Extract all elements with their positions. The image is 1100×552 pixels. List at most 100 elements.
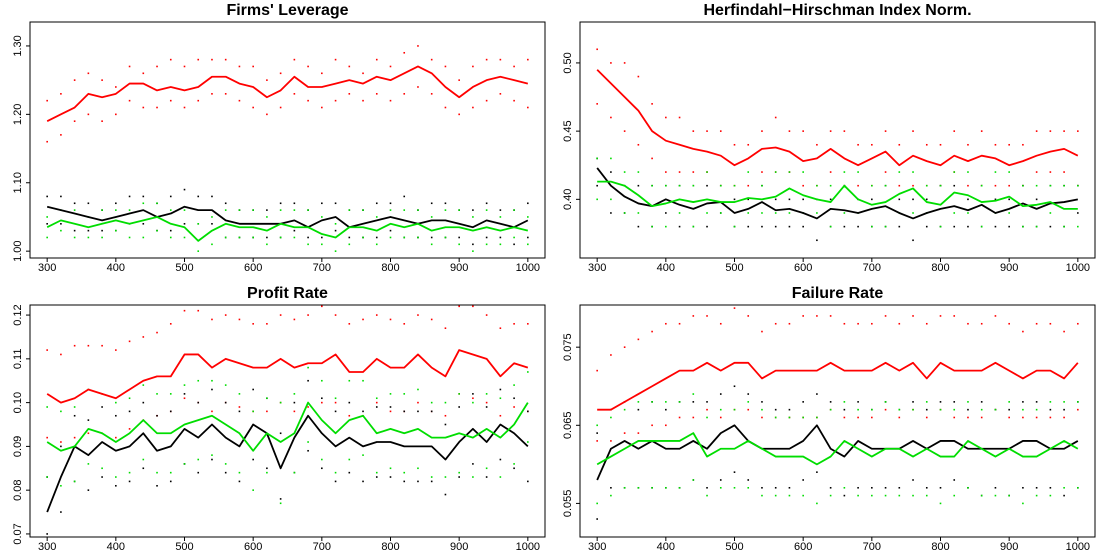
point bbox=[994, 315, 997, 317]
point bbox=[527, 216, 529, 218]
point bbox=[403, 323, 406, 325]
point bbox=[747, 315, 750, 317]
point bbox=[843, 416, 846, 419]
point bbox=[774, 494, 777, 497]
point bbox=[115, 484, 117, 487]
point bbox=[197, 195, 200, 198]
point bbox=[87, 432, 90, 435]
point bbox=[706, 315, 708, 317]
point bbox=[458, 471, 460, 474]
point bbox=[802, 130, 804, 132]
point bbox=[293, 236, 296, 239]
point bbox=[321, 379, 323, 382]
point bbox=[980, 401, 983, 403]
point bbox=[513, 243, 515, 246]
point bbox=[321, 236, 323, 239]
x-tick-label: 900 bbox=[1000, 262, 1018, 274]
point bbox=[747, 408, 750, 411]
point bbox=[665, 212, 667, 214]
point bbox=[238, 318, 241, 321]
point bbox=[293, 393, 296, 395]
x-tick-label: 600 bbox=[794, 541, 812, 552]
point bbox=[1035, 401, 1038, 403]
point bbox=[733, 486, 736, 489]
y-tick-label: 0.10 bbox=[12, 392, 24, 413]
point bbox=[46, 533, 48, 535]
point bbox=[637, 401, 640, 403]
point bbox=[898, 486, 901, 489]
y-tick-label: 0.075 bbox=[562, 333, 574, 361]
point bbox=[665, 322, 667, 325]
point bbox=[1035, 494, 1038, 497]
plot-frame bbox=[579, 304, 1096, 538]
point bbox=[499, 476, 502, 478]
point bbox=[788, 486, 791, 489]
x-tick-label: 800 bbox=[931, 541, 949, 552]
point bbox=[994, 184, 997, 187]
point bbox=[430, 410, 433, 413]
point bbox=[252, 410, 254, 413]
point bbox=[939, 502, 942, 505]
point bbox=[499, 458, 502, 461]
point bbox=[706, 130, 708, 132]
point bbox=[980, 408, 983, 411]
point bbox=[678, 225, 681, 228]
point bbox=[403, 471, 406, 474]
point bbox=[843, 486, 846, 489]
point bbox=[169, 393, 172, 395]
point bbox=[733, 225, 736, 228]
point bbox=[266, 236, 268, 239]
point bbox=[142, 195, 145, 198]
y-tick-label: 0.45 bbox=[562, 120, 574, 141]
point bbox=[513, 236, 515, 239]
point bbox=[1035, 198, 1038, 201]
point bbox=[156, 471, 158, 474]
point bbox=[1049, 486, 1052, 489]
point bbox=[843, 401, 846, 403]
point bbox=[444, 401, 447, 404]
point bbox=[266, 467, 268, 470]
point bbox=[46, 436, 48, 439]
point bbox=[829, 401, 832, 403]
point bbox=[444, 202, 447, 205]
point bbox=[60, 134, 62, 136]
point bbox=[1077, 401, 1079, 403]
point bbox=[623, 62, 626, 64]
point bbox=[788, 225, 791, 228]
point bbox=[458, 393, 460, 395]
point bbox=[101, 406, 103, 408]
point bbox=[692, 171, 695, 173]
point bbox=[389, 318, 392, 321]
point bbox=[898, 198, 901, 201]
point bbox=[1049, 322, 1052, 325]
panel: Firms' Leverage 300 400 500 600 700 800 900 1000… bbox=[12, 2, 546, 274]
point bbox=[458, 243, 460, 246]
point bbox=[1077, 225, 1079, 228]
point bbox=[596, 198, 598, 201]
point bbox=[115, 414, 117, 417]
point bbox=[485, 393, 488, 395]
point bbox=[925, 494, 928, 497]
point bbox=[279, 498, 282, 500]
point bbox=[169, 209, 172, 211]
point bbox=[871, 416, 873, 419]
point bbox=[279, 72, 282, 75]
point bbox=[389, 229, 392, 232]
point bbox=[101, 236, 103, 239]
point bbox=[156, 229, 158, 232]
point bbox=[430, 318, 433, 321]
point bbox=[1008, 416, 1010, 419]
x-tick-label: 400 bbox=[657, 541, 675, 552]
line bbox=[46, 216, 529, 242]
point bbox=[485, 314, 488, 316]
point bbox=[348, 236, 351, 239]
point bbox=[142, 467, 145, 470]
point bbox=[115, 86, 117, 88]
line bbox=[46, 65, 529, 122]
point bbox=[430, 480, 433, 483]
point bbox=[334, 202, 337, 205]
line bbox=[596, 424, 1079, 481]
x-tick-label: 1000 bbox=[1066, 541, 1090, 552]
point bbox=[87, 113, 90, 116]
